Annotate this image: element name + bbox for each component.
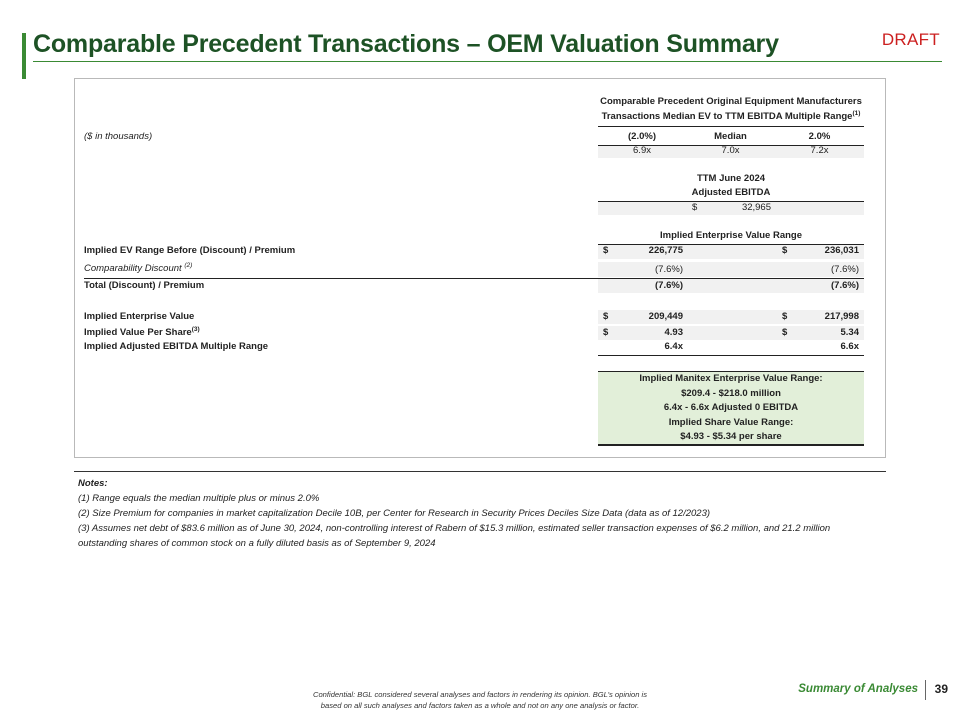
note-1: (1) Range equals the median multiple plu…: [78, 493, 320, 504]
summary-share-value: $4.93 - $5.34 per share: [680, 431, 782, 442]
ebitda-currency: $: [692, 202, 698, 213]
implied-ev-label: Implied Enterprise Value: [84, 311, 195, 322]
ebitda-multiple-underline: [598, 355, 864, 356]
footnote-ref-1: (1): [852, 109, 861, 117]
per-share-shade: [598, 326, 864, 340]
multiple-range-heading-line2: Transactions Median EV to TTM EBITDA Mul…: [601, 109, 861, 122]
note-2: (2) Size Premium for companies in market…: [78, 508, 711, 519]
ebitda-multiple-low: 6.4x: [664, 341, 684, 352]
units-label: ($ in thousands): [84, 131, 153, 142]
draft-label: DRAFT: [881, 30, 940, 49]
per-share-label: Implied Value Per Share(3): [84, 325, 200, 338]
summary-ev-heading: Implied Manitex Enterprise Value Range:: [639, 373, 823, 384]
ebitda-heading-line2: Adjusted EBITDA: [691, 187, 771, 198]
summary-ev-value: $209.4 - $218.0 million: [681, 387, 781, 399]
ev-range-heading: Implied Enterprise Value Range: [659, 230, 803, 241]
summary-ebitda-multiple: 6.4x - 6.6x Adjusted 0 EBITDA: [663, 402, 799, 413]
ebitda-value: 32,965: [741, 202, 771, 213]
multiple-header-low: (2.0%): [628, 131, 656, 142]
implied-ev-currency-high: $: [782, 311, 788, 322]
implied-ev-high: 217,998: [824, 311, 859, 322]
multiple-header-median: Median: [714, 131, 747, 142]
heading-underline: [598, 126, 864, 127]
multiple-values-shade: [598, 146, 864, 158]
total-discount-shade: [598, 279, 864, 293]
ev-range-heading-underline: [598, 244, 864, 245]
ebitda-multiple-label: Implied Adjusted EBITDA Multiple Range: [84, 341, 269, 352]
confidentiality-notice: Confidential: BGL considered several ana…: [270, 689, 690, 711]
summary-share-heading: Implied Share Value Range:: [668, 416, 794, 428]
total-discount-low: (7.6%): [655, 280, 683, 291]
page-title: Comparable Precedent Transactions – OEM …: [33, 30, 779, 58]
comp-discount-high: (7.6%): [831, 264, 859, 275]
page-number: 39: [934, 682, 948, 696]
per-share-high: 5.34: [840, 327, 860, 338]
notes-section: Notes: (1) Range equals the median multi…: [78, 476, 878, 551]
comp-discount-label: Comparability Discount (2): [84, 261, 193, 274]
multiple-header-high: 2.0%: [808, 131, 831, 142]
note-3: (3) Assumes net debt of $83.6 million as…: [78, 523, 831, 534]
per-share-currency-low: $: [603, 327, 609, 338]
per-share-low: 4.93: [664, 327, 684, 338]
notes-divider: [74, 471, 886, 472]
footnote-ref-3: (3): [191, 325, 200, 333]
ebitda-heading-underline: [598, 201, 864, 202]
implied-value-summary-box: Implied Manitex Enterprise Value Range: …: [598, 371, 864, 446]
title-divider: [33, 61, 942, 62]
footer-divider: [925, 680, 926, 700]
title-accent-bar: [22, 33, 26, 79]
section-label: Summary of Analyses: [798, 683, 918, 695]
per-share-currency-high: $: [782, 327, 788, 338]
implied-ev-low: 209,449: [648, 311, 683, 322]
implied-ev-currency-low: $: [603, 311, 609, 322]
confidentiality-line1: Confidential: BGL considered several ana…: [312, 690, 648, 699]
note-3-continued: outstanding shares of common stock on a …: [78, 538, 436, 549]
ev-before-low: 226,775: [648, 245, 683, 256]
multiple-range-heading-line1: Comparable Precedent Original Equipment …: [600, 96, 862, 107]
total-discount-rule: [84, 278, 864, 279]
multiple-value-median: 7.0x: [721, 145, 740, 156]
comp-discount-shade: [598, 262, 864, 277]
multiple-header-underline: [598, 145, 864, 146]
ev-before-currency-low: $: [603, 245, 609, 256]
footnote-ref-2: (2): [184, 261, 193, 269]
ebitda-multiple-high: 6.6x: [840, 341, 860, 352]
ev-before-shade: [598, 245, 864, 259]
multiple-value-high: 7.2x: [810, 145, 829, 156]
implied-ev-shade: [598, 310, 864, 324]
multiple-value-low: 6.9x: [633, 145, 651, 156]
total-discount-high: (7.6%): [831, 280, 859, 291]
ebitda-heading-line1: TTM June 2024: [696, 173, 766, 184]
ev-before-high: 236,031: [824, 245, 859, 256]
total-discount-label: Total (Discount) / Premium: [84, 280, 205, 291]
ev-before-label: Implied EV Range Before (Discount) / Pre…: [84, 245, 296, 256]
confidentiality-line2: based on all such analyses and factors t…: [320, 701, 640, 710]
valuation-table-panel: Comparable Precedent Original Equipment …: [74, 78, 886, 458]
ev-before-currency-high: $: [782, 245, 788, 256]
comp-discount-low: (7.6%): [655, 264, 683, 275]
ebitda-value-shade: [598, 202, 864, 215]
notes-heading: Notes:: [78, 478, 108, 489]
